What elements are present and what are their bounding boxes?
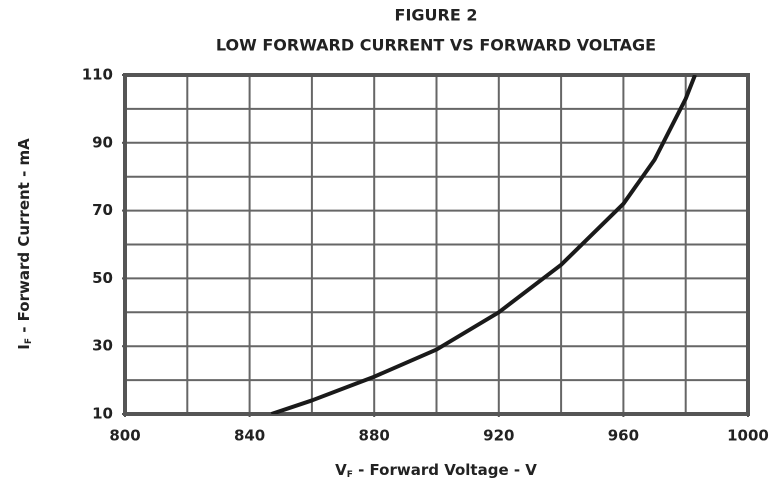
- plot-frame: [123, 73, 750, 416]
- x-tick-label: 920: [483, 427, 514, 445]
- x-tick-label: 800: [109, 427, 140, 445]
- chart-title: LOW FORWARD CURRENT VS FORWARD VOLTAGE: [216, 36, 656, 55]
- y-label-sub: F: [24, 338, 34, 344]
- y-tick-label: 70: [92, 201, 113, 219]
- y-tick-label: 90: [92, 133, 113, 151]
- x-label-rest: - Forward Voltage - V: [353, 461, 537, 479]
- x-axis-label: VF - Forward Voltage - V: [335, 461, 537, 480]
- y-label-main: I: [15, 344, 33, 350]
- y-label-rest: - Forward Current - mA: [15, 138, 33, 338]
- x-tick-label: 840: [234, 427, 265, 445]
- y-tick-label: 30: [92, 337, 113, 355]
- y-tick-label: 10: [92, 405, 113, 423]
- x-tick-label: 960: [608, 427, 639, 445]
- x-tick-label: 1000: [727, 427, 769, 445]
- x-tick-label: 880: [359, 427, 390, 445]
- y-axis-label: IF - Forward Current - mA: [15, 138, 34, 350]
- curve: [270, 75, 697, 414]
- y-tick-label: 50: [92, 269, 113, 287]
- y-tick-label: 110: [82, 66, 113, 84]
- chart-title: FIGURE 2: [395, 6, 478, 25]
- x-label-sub: F: [347, 470, 353, 480]
- x-label-main: V: [335, 461, 347, 479]
